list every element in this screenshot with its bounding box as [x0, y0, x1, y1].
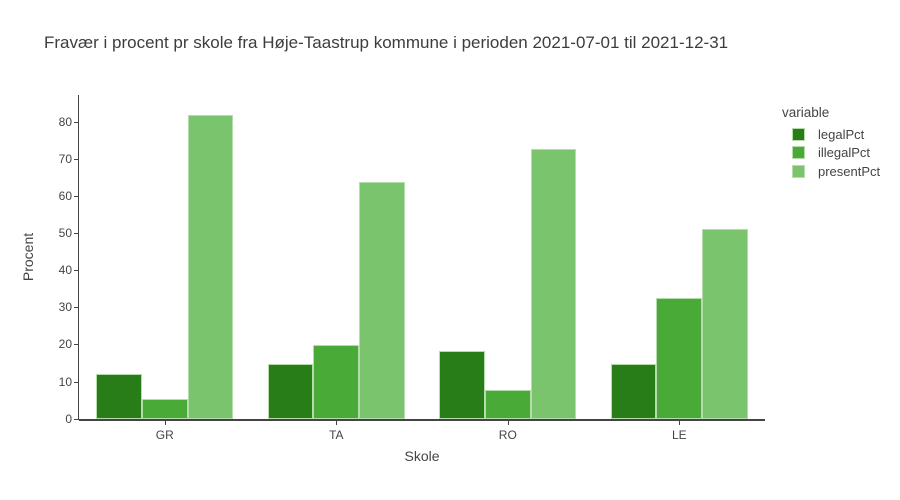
legend-label-illegalPct: illegalPct — [818, 145, 871, 161]
y-tick-label-0: 0 — [65, 411, 72, 426]
x-tick-mark — [336, 420, 338, 425]
legend-label-presentPct: presentPct — [818, 163, 881, 179]
y-tick-mark — [74, 233, 79, 235]
chart-title: Fravær i procent pr skole fra Høje-Taast… — [44, 33, 729, 52]
y-tick-label-20: 20 — [58, 337, 72, 352]
x-tick-label-LE: LE — [671, 428, 687, 442]
bar-legalPct-GR[interactable] — [96, 373, 142, 419]
x-tick-label-RO: RO — [498, 428, 517, 442]
y-tick-label-10: 10 — [58, 374, 72, 389]
y-tick-mark — [74, 418, 79, 420]
y-tick-mark — [74, 307, 79, 309]
x-axis-line — [79, 419, 765, 421]
bar-presentPct-TA[interactable] — [359, 182, 405, 419]
y-tick-label-80: 80 — [58, 115, 72, 130]
y-axis-title: Procent — [20, 232, 36, 282]
bar-illegalPct-GR[interactable] — [141, 399, 188, 419]
y-tick-label-30: 30 — [58, 300, 72, 315]
y-tick-mark — [74, 344, 79, 346]
bar-illegalPct-RO[interactable] — [484, 389, 531, 419]
y-tick-label-60: 60 — [58, 189, 72, 204]
x-tick-mark — [679, 420, 681, 425]
x-tick-label-GR: GR — [155, 428, 174, 442]
legend-item-illegalPct[interactable]: illegalPct — [775, 144, 900, 163]
legend-title: variable — [782, 105, 830, 120]
legend-swatch-illegalPct — [792, 146, 805, 160]
bar-illegalPct-LE[interactable] — [656, 297, 703, 419]
y-tick-mark — [74, 270, 79, 272]
bar-presentPct-LE[interactable] — [702, 229, 748, 419]
y-tick-mark — [74, 159, 79, 161]
bar-illegalPct-TA[interactable] — [313, 345, 360, 419]
legend-item-presentPct[interactable]: presentPct — [775, 162, 900, 181]
bar-legalPct-TA[interactable] — [267, 364, 314, 419]
y-tick-label-70: 70 — [58, 152, 72, 167]
legend-swatch-presentPct — [792, 164, 805, 178]
legend-swatch-legalPct — [792, 127, 805, 141]
x-axis-title: Skole — [404, 448, 440, 464]
legend-label-legalPct: legalPct — [818, 126, 865, 142]
legend: variable legalPct illegalPct presentPct — [775, 104, 900, 181]
y-axis-line — [78, 95, 80, 420]
y-tick-mark — [74, 196, 79, 198]
bar-presentPct-GR[interactable] — [187, 115, 234, 419]
x-tick-mark — [507, 420, 509, 425]
bar-presentPct-RO[interactable] — [530, 149, 577, 419]
legend-item-legalPct[interactable]: legalPct — [775, 125, 900, 144]
y-tick-mark — [74, 381, 79, 383]
x-tick-label-TA: TA — [329, 428, 344, 442]
y-tick-label-40: 40 — [58, 263, 72, 278]
y-tick-label-50: 50 — [58, 226, 72, 241]
x-tick-mark — [164, 420, 166, 425]
legend-items: legalPct illegalPct presentPct — [775, 125, 900, 181]
bar-legalPct-LE[interactable] — [610, 364, 657, 419]
bar-legalPct-RO[interactable] — [439, 350, 485, 419]
y-tick-mark — [74, 122, 79, 124]
